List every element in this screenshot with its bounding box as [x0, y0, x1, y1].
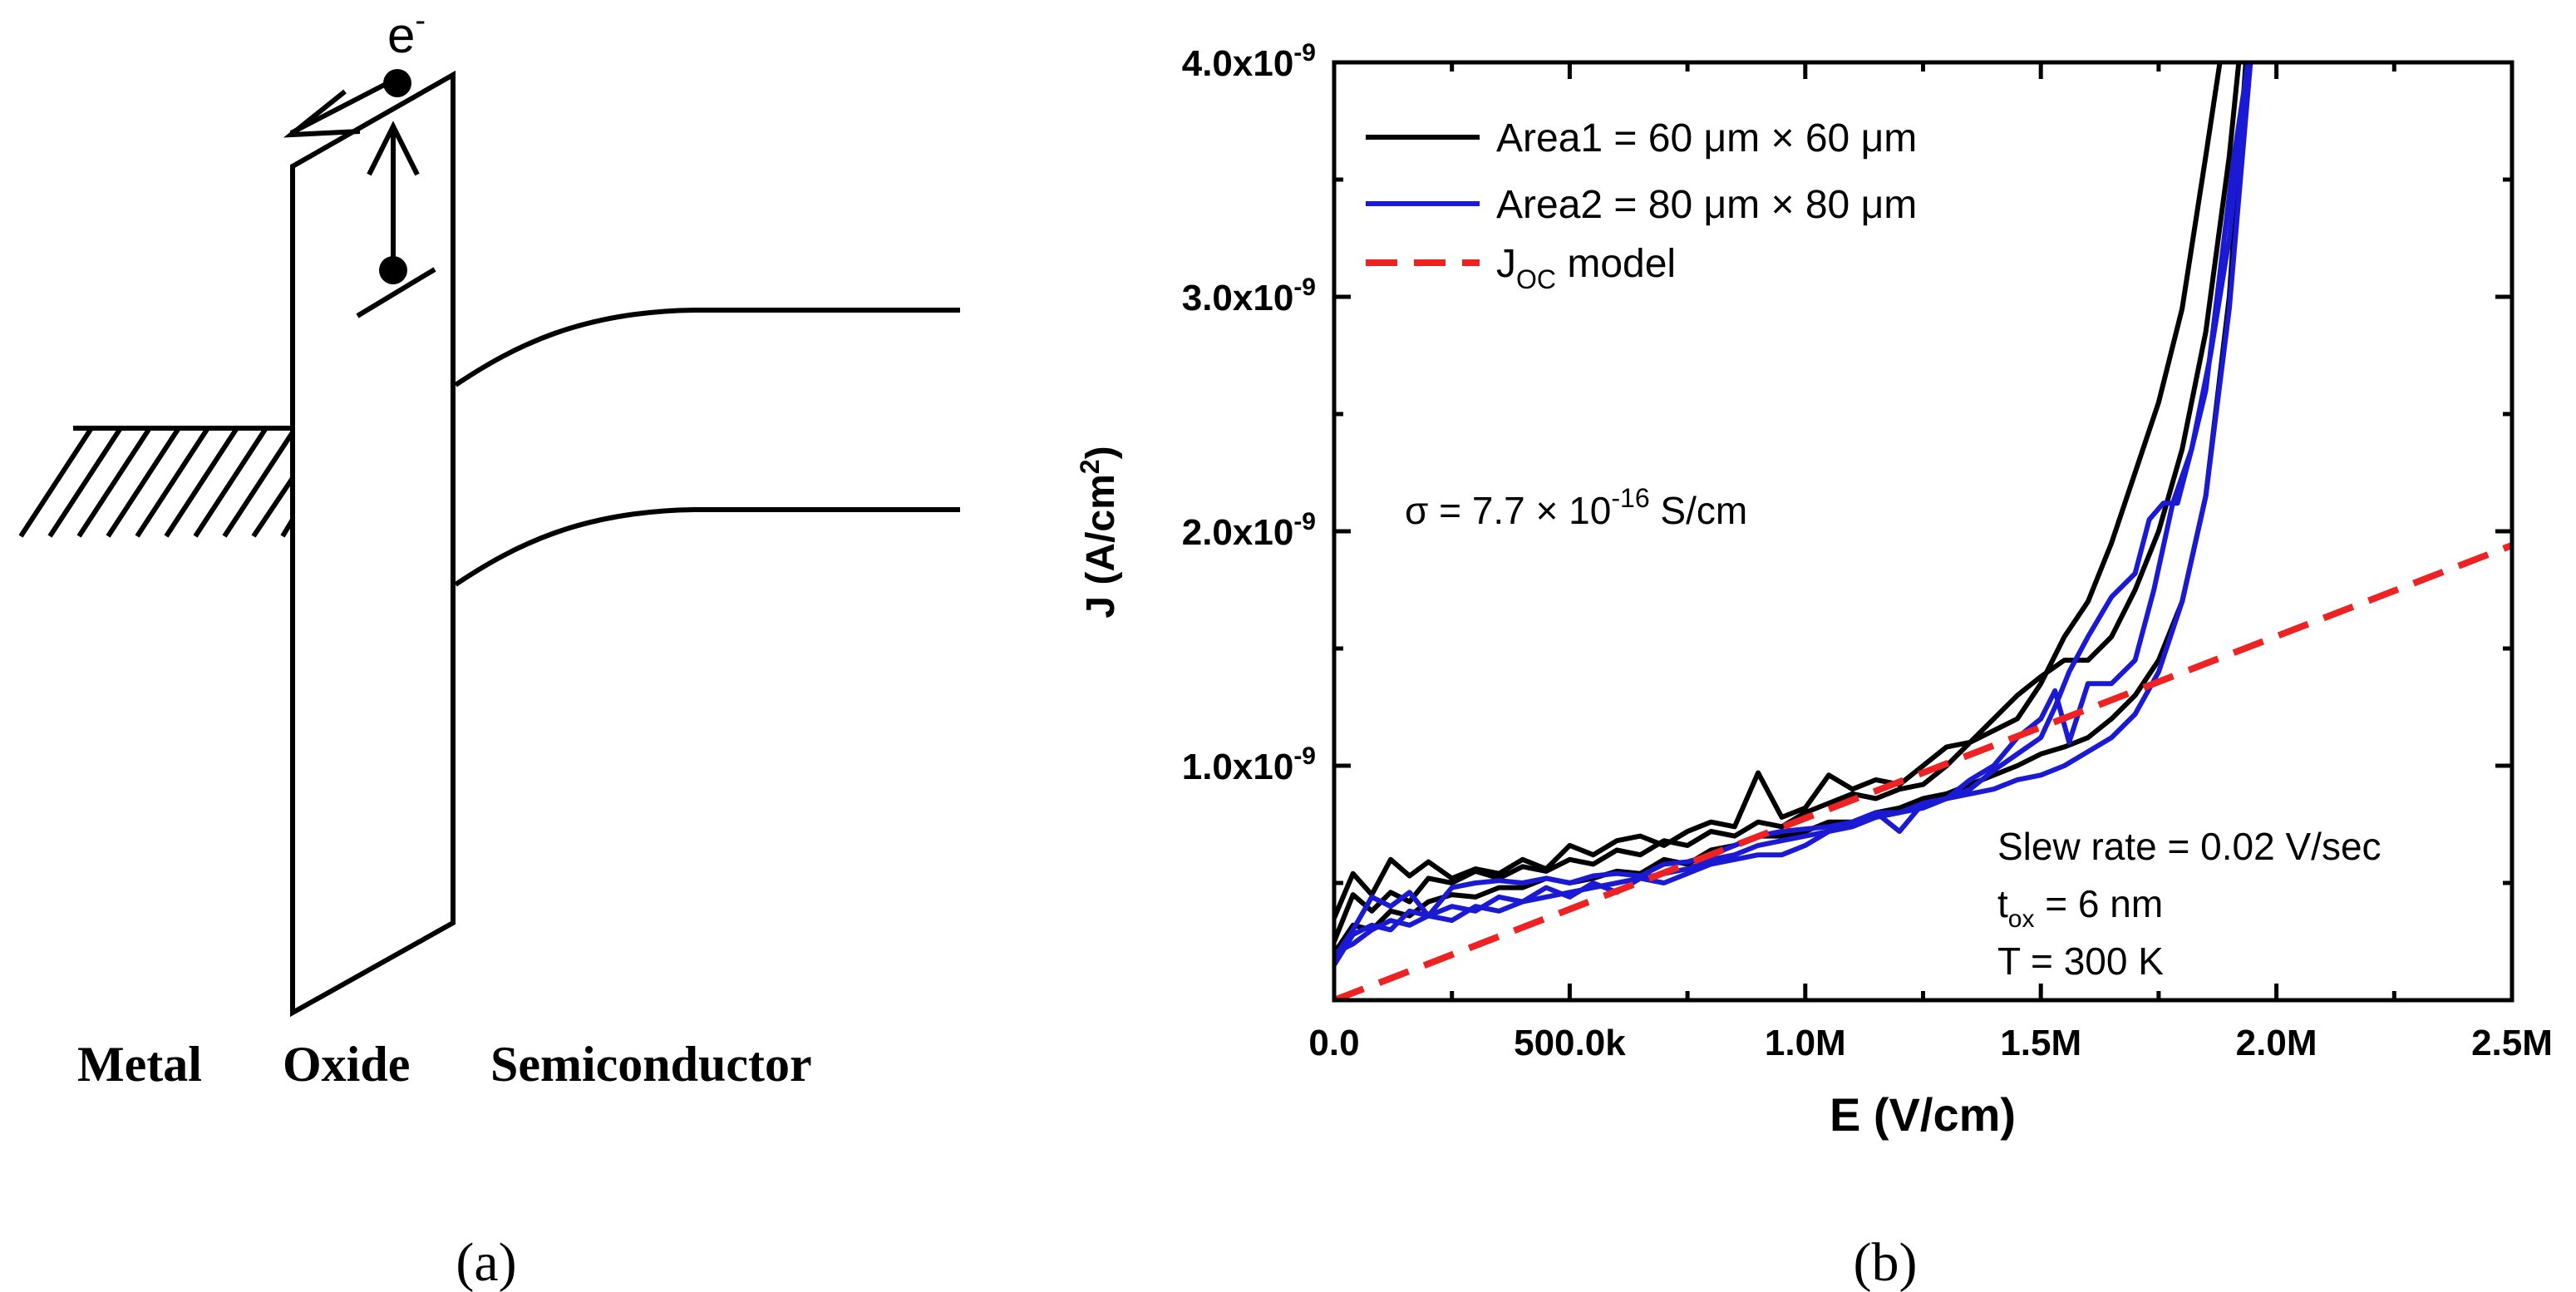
data-series-6 [1334, 62, 2253, 956]
escaping-electron-dot [383, 69, 411, 97]
semiconductor-label: Semiconductor [490, 1037, 812, 1092]
data-series-1 [1334, 62, 2223, 920]
jv-chart: 0.0 500.0k 1.0M 1.5M 2.0M 2.5M 1.0x10-9 2.0x10… [1182, 39, 2553, 1063]
sigma-annotation: σ = 7.7 × 10-16 S/cm [1405, 483, 1747, 532]
oxide-barrier [290, 70, 456, 1018]
legend-label-area1: Area1 = 60 μm × 60 μm [1496, 116, 1917, 160]
panel-a-label: (a) [456, 1232, 516, 1292]
metal-hatching [18, 427, 295, 538]
escape-arrow-shaft [289, 76, 397, 136]
x-tick-label: 500.0k [1514, 1023, 1626, 1063]
legend-label-joc: JOC model [1496, 242, 1676, 294]
data-series-4 [1334, 62, 2251, 959]
band-diagram [18, 69, 960, 1018]
x-axis: 0.0 500.0k 1.0M 1.5M 2.0M 2.5M [1308, 62, 2553, 1063]
x-tick-label: 1.5M [2000, 1023, 2081, 1063]
trap-level [356, 267, 436, 318]
series-layer [1334, 62, 2512, 1000]
legend: Area1 = 60 μm × 60 μm Area2 = 80 μm × 80… [1366, 116, 1917, 294]
metal-label: Metal [77, 1037, 202, 1092]
up-arrow-head-icon [367, 121, 420, 176]
x-axis-title: E (V/cm) [1830, 1088, 2016, 1141]
temperature-annotation: T = 300 K [1997, 939, 2164, 983]
y-tick-label: 2.0x10-9 [1182, 508, 1316, 553]
data-series-3 [1334, 62, 2248, 955]
data-series-2 [1334, 62, 2242, 943]
tox-annotation: tox = 6 nm [1997, 882, 2163, 933]
oxide-label: Oxide [283, 1037, 410, 1092]
x-tick-label: 0.0 [1308, 1023, 1359, 1063]
x-tick-label: 2.0M [2236, 1023, 2317, 1063]
legend-label-area2: Area2 = 80 μm × 80 μm [1496, 183, 1917, 227]
y-axis: 1.0x10-9 2.0x10-9 3.0x10-9 4.0x10-9 [1182, 39, 2512, 885]
y-tick-label: 3.0x10-9 [1182, 274, 1316, 318]
slew-rate-annotation: Slew rate = 0.02 V/sec [1997, 825, 2381, 868]
x-tick-label: 1.0M [1765, 1023, 1846, 1063]
conduction-band [454, 308, 960, 387]
electron-label: e- [387, 3, 426, 63]
data-series-5 [1334, 62, 2251, 967]
y-tick-label: 1.0x10-9 [1182, 742, 1316, 787]
escape-arrow-head-icon [283, 89, 361, 138]
y-tick-label: 4.0x10-9 [1182, 39, 1316, 84]
joc-model-line [1334, 542, 2512, 1000]
y-axis-title: J (A/cm2) [1075, 446, 1123, 618]
x-tick-label: 2.5M [2471, 1023, 2553, 1063]
trapped-electron-dot [379, 256, 407, 284]
panel-b-label: (b) [1854, 1232, 1918, 1292]
valence-band [454, 507, 960, 587]
